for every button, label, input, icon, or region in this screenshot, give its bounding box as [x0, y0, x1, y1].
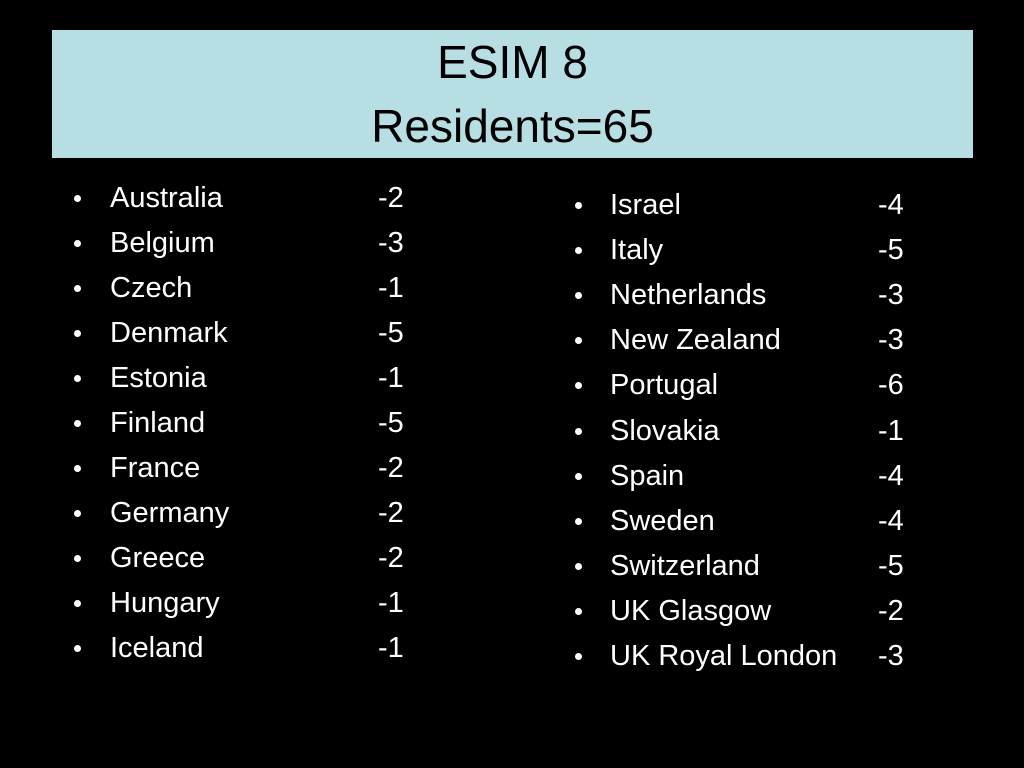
title-box: ESIM 8 Residents=65 [52, 30, 973, 158]
item-value: -5 [878, 549, 904, 582]
item-name: Israel [610, 189, 681, 221]
item-value: -5 [378, 407, 404, 439]
bullet [575, 653, 582, 660]
item-name: New Zealand [610, 324, 781, 357]
item-name: Spain [610, 459, 685, 492]
item-name: Australia [110, 182, 223, 214]
bullet [74, 510, 81, 517]
item-value: -2 [878, 594, 904, 627]
bullet [575, 517, 582, 525]
item-value: -3 [378, 227, 404, 259]
bullet [74, 555, 81, 562]
bullet [74, 195, 81, 202]
item-value: -1 [378, 587, 404, 619]
bullet [74, 645, 81, 652]
item-name: Sweden [610, 504, 715, 537]
item-value: -4 [878, 459, 904, 492]
bullet [74, 240, 81, 247]
item-name: Finland [110, 407, 206, 439]
item-value: -6 [878, 369, 904, 402]
item-value: -2 [378, 182, 404, 214]
item-value: -3 [878, 640, 904, 672]
item-name: France [110, 452, 201, 484]
item-name: UK Glasgow [610, 594, 772, 627]
bullet [575, 247, 582, 255]
bullet [575, 427, 582, 435]
item-value: -4 [878, 504, 904, 537]
item-name: Netherlands [610, 279, 767, 312]
bullet [575, 562, 582, 570]
item-value: -2 [378, 452, 404, 484]
item-name: Denmark [110, 317, 228, 349]
title-line: ESIM 8 [437, 36, 588, 88]
bullet [575, 607, 582, 615]
bullet [74, 420, 81, 427]
item-name: Germany [110, 497, 230, 529]
bullet [74, 465, 81, 472]
item-value: -2 [378, 497, 404, 529]
bullet [74, 285, 81, 292]
item-value: -1 [878, 414, 904, 447]
bullet [575, 202, 582, 209]
bullet [74, 600, 81, 607]
item-name: Czech [110, 272, 193, 304]
item-name: Estonia [110, 362, 207, 394]
item-name: Hungary [110, 587, 220, 619]
item-value: -1 [378, 632, 404, 664]
item-value: -2 [378, 542, 404, 574]
item-name: Belgium [110, 227, 215, 259]
item-value: -5 [378, 317, 404, 349]
item-value: -1 [378, 272, 404, 304]
item-name: Iceland [110, 632, 204, 664]
item-value: -4 [878, 189, 904, 221]
item-value: -3 [878, 324, 904, 357]
bullet [575, 382, 582, 390]
item-name: Italy [610, 234, 664, 267]
item-value: -1 [378, 362, 404, 394]
item-name: Slovakia [610, 414, 720, 447]
item-name: Greece [110, 542, 206, 574]
item-name: UK Royal London [610, 640, 838, 672]
bullet [575, 337, 582, 345]
bullet [74, 375, 81, 382]
bullet [74, 330, 81, 337]
item-value: -5 [878, 234, 904, 267]
title-line: Residents=65 [371, 100, 654, 152]
item-name: Switzerland [610, 549, 760, 582]
item-name: Portugal [610, 369, 719, 402]
bullet [575, 472, 582, 480]
bullet [575, 292, 582, 300]
item-value: -3 [878, 279, 904, 312]
